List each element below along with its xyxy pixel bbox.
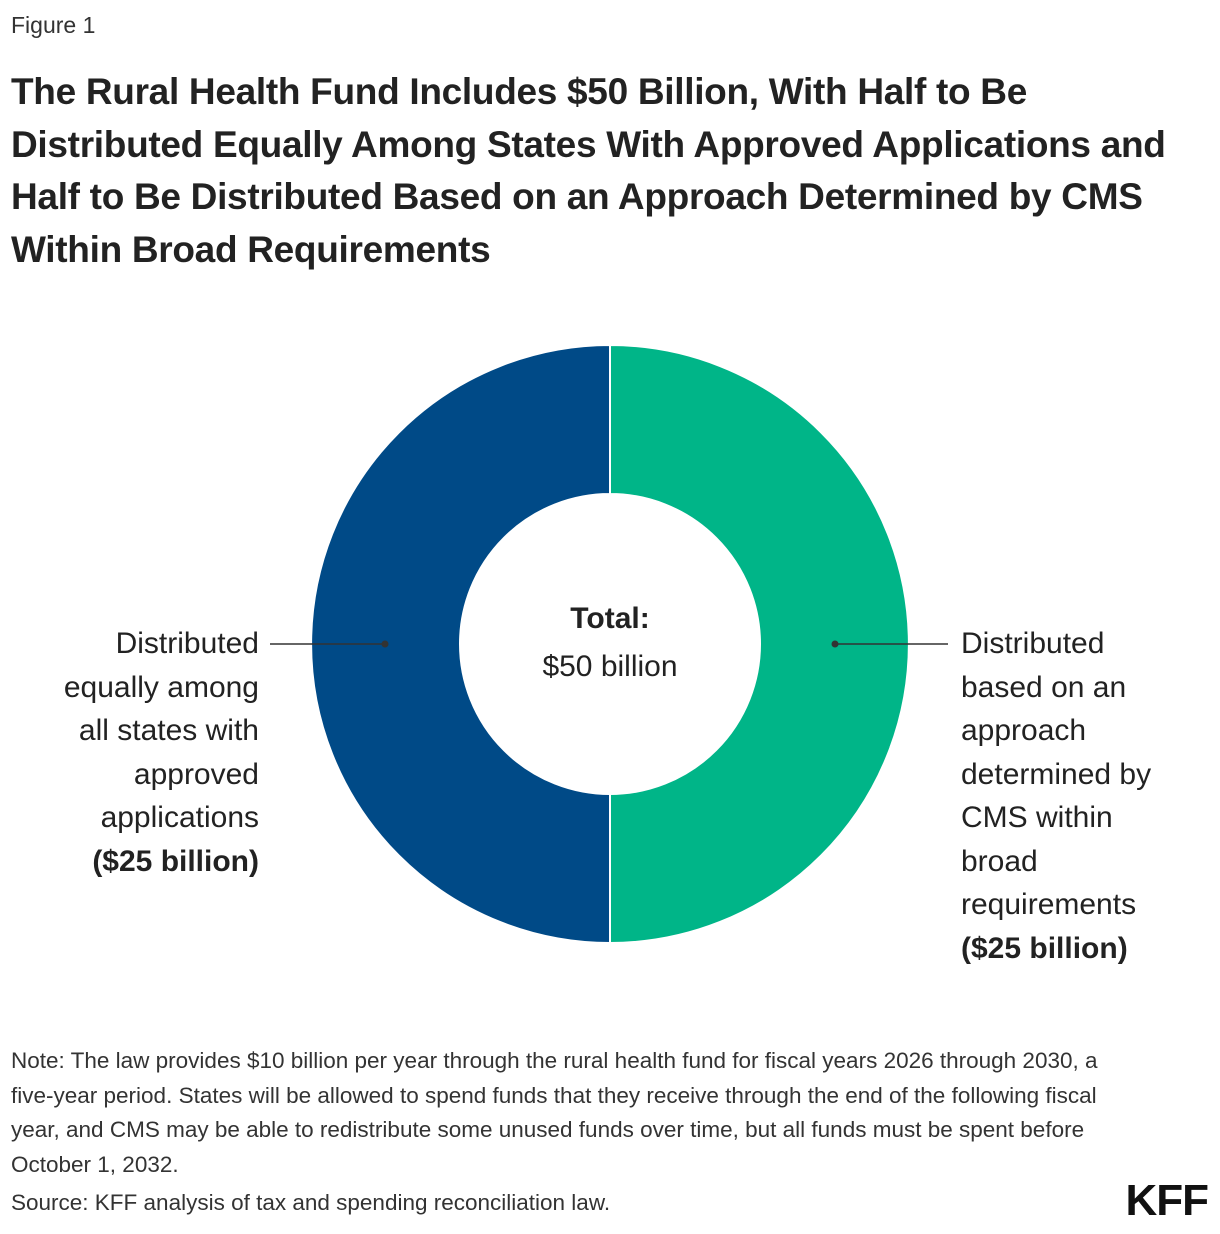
label-line: requirements xyxy=(961,888,1137,921)
label-line: Distributed xyxy=(961,627,1105,660)
label-line: CMS within xyxy=(961,801,1113,834)
source: Source: KFF analysis of tax and spending… xyxy=(11,1190,611,1215)
center-heading: Total: xyxy=(570,602,650,635)
donut-slice xyxy=(609,343,910,945)
donut-slice xyxy=(310,343,611,945)
leader-dot xyxy=(831,640,839,648)
label-line: based on an xyxy=(961,670,1127,704)
kff-logo: KFF xyxy=(1125,1176,1209,1225)
label-line: Distributed xyxy=(115,627,259,660)
figure-label: Figure 1 xyxy=(11,12,96,38)
leader-dot xyxy=(381,640,389,648)
label-line: all states with xyxy=(78,714,259,747)
label-line: determined by xyxy=(961,757,1152,791)
label-line: approved xyxy=(133,757,259,791)
left-slice-label: Distributed equally among all states wit… xyxy=(64,622,259,883)
chart-title: The Rural Health Fund Includes $50 Billi… xyxy=(11,71,1166,270)
slice-amount: ($25 billion) xyxy=(92,844,259,878)
label-line: approach xyxy=(961,714,1087,747)
label-line: equally among xyxy=(63,670,259,704)
slice-amount: ($25 billion) xyxy=(961,931,1128,965)
label-line: applications xyxy=(100,801,259,834)
center-value: $50 billion xyxy=(542,650,678,683)
right-slice-label: Distributed based on an approach determi… xyxy=(961,622,1151,970)
label-line: broad xyxy=(961,844,1038,878)
note: Note: The law provides $10 billion per y… xyxy=(11,1048,1098,1177)
